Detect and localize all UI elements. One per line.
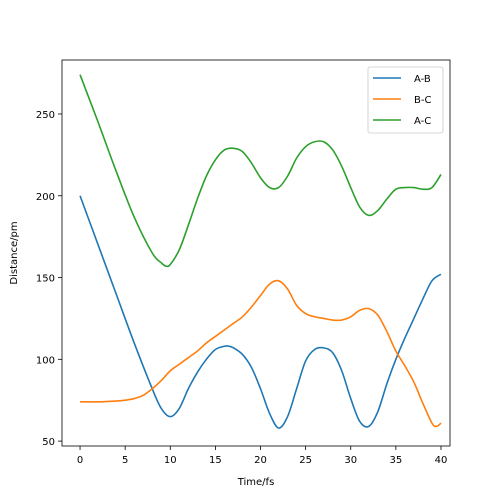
legend-label-b-c: B-C — [414, 95, 431, 106]
x-tick-label: 30 — [344, 455, 357, 466]
legend-label-a-c: A-C — [414, 116, 431, 127]
x-tick-label: 25 — [299, 455, 312, 466]
x-tick-label: 40 — [435, 455, 448, 466]
series-line-a-b — [79, 195, 442, 429]
y-tick-label: 100 — [36, 355, 55, 366]
x-tick-label: 20 — [254, 455, 267, 466]
legend: A-B B-C A-C — [367, 66, 444, 134]
x-tick-label: 15 — [209, 455, 222, 466]
x-tick-label: 0 — [77, 455, 83, 466]
x-axis-label: Time/fs — [237, 477, 275, 488]
legend-label-a-b: A-B — [414, 74, 431, 85]
y-tick-label: 250 — [36, 110, 55, 121]
series-line-b-c — [80, 279, 442, 428]
series-layer — [79, 74, 442, 429]
ticks-layer: 0 5 10 15 20 25 30 35 40 50 100 150 200 250 — [36, 110, 447, 466]
legend-box — [367, 66, 444, 134]
x-tick-label: 35 — [389, 455, 402, 466]
x-tick-label: 5 — [122, 455, 128, 466]
plot-frame — [61, 59, 451, 447]
y-tick-label: 150 — [36, 274, 55, 285]
series-line-a-c — [79, 74, 442, 268]
y-tick-label: 200 — [36, 192, 55, 203]
y-axis-label: Distance/pm — [9, 221, 20, 284]
x-tick-label: 10 — [164, 455, 177, 466]
y-tick-label: 50 — [42, 437, 55, 448]
